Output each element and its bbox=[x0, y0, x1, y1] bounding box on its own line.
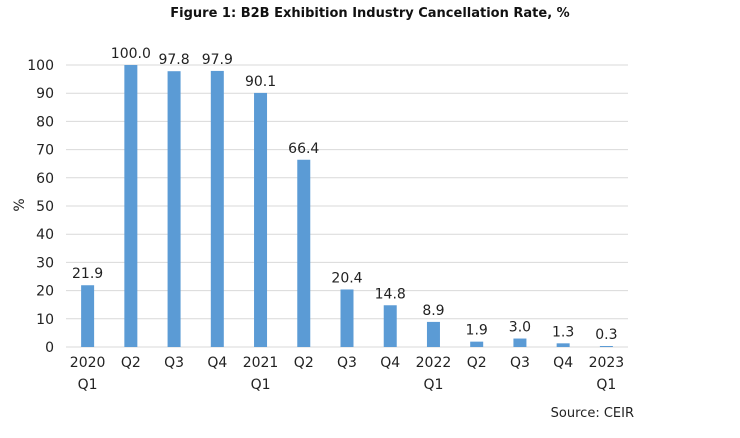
bar bbox=[556, 343, 570, 347]
bar bbox=[513, 338, 527, 347]
data-label: 97.9 bbox=[202, 52, 233, 68]
y-tick-label: 10 bbox=[36, 312, 54, 328]
x-tick-sublabel: Q1 bbox=[251, 377, 271, 393]
x-tick-sublabel: Q1 bbox=[596, 377, 616, 393]
x-tick-label: 2022 bbox=[416, 355, 452, 371]
y-tick-label: 100 bbox=[27, 58, 54, 74]
bar bbox=[426, 321, 440, 347]
data-label: 90.1 bbox=[245, 74, 276, 90]
y-tick-label: 70 bbox=[36, 143, 54, 159]
data-label: 3.0 bbox=[509, 320, 531, 336]
x-tick-sublabel: Q1 bbox=[423, 377, 443, 393]
y-tick-label: 50 bbox=[36, 199, 54, 215]
source-note: Source: CEIR bbox=[550, 406, 634, 421]
bar bbox=[340, 289, 354, 347]
x-tick-label: 2020 bbox=[70, 355, 106, 371]
x-tick-label: Q4 bbox=[380, 355, 400, 371]
x-tick-label: Q3 bbox=[337, 355, 357, 371]
x-tick-label: Q2 bbox=[467, 355, 487, 371]
bar bbox=[81, 285, 95, 347]
bar bbox=[124, 65, 138, 347]
y-tick-label: 30 bbox=[36, 255, 54, 271]
x-tick-label: Q4 bbox=[207, 355, 227, 371]
data-label: 66.4 bbox=[288, 141, 319, 157]
chart-title: Figure 1: B2B Exhibition Industry Cancel… bbox=[170, 6, 570, 21]
x-tick-label: Q2 bbox=[294, 355, 314, 371]
bars bbox=[81, 65, 613, 347]
data-label: 0.3 bbox=[595, 327, 617, 343]
x-tick-label: 2023 bbox=[589, 355, 625, 371]
bar bbox=[470, 341, 484, 347]
data-label: 100.0 bbox=[111, 46, 151, 62]
data-labels: 21.9 100.0 97.8 97.9 90.1 66.4 20.4 14.8 8.9 1.9 3… bbox=[72, 46, 617, 343]
y-tick-label: 80 bbox=[36, 114, 54, 130]
y-tick-label: 90 bbox=[36, 86, 54, 102]
y-axis-ticks: 0 10 20 30 40 50 60 70 80 90 100 bbox=[27, 58, 54, 356]
bar bbox=[297, 159, 311, 347]
data-label: 21.9 bbox=[72, 266, 103, 282]
x-tick-label: 2021 bbox=[243, 355, 279, 371]
bar bbox=[599, 346, 613, 347]
x-tick-label: Q3 bbox=[510, 355, 530, 371]
bar bbox=[383, 305, 397, 347]
y-tick-label: 20 bbox=[36, 284, 54, 300]
y-tick-label: 0 bbox=[45, 340, 54, 356]
data-label: 1.3 bbox=[552, 324, 574, 340]
x-tick-label: Q3 bbox=[164, 355, 184, 371]
x-tick-label: Q2 bbox=[121, 355, 141, 371]
x-tick-sublabel: Q1 bbox=[78, 377, 98, 393]
bar bbox=[210, 70, 224, 347]
bar bbox=[167, 71, 181, 347]
data-label: 14.8 bbox=[375, 286, 406, 302]
x-tick-label: Q4 bbox=[553, 355, 573, 371]
data-label: 1.9 bbox=[466, 323, 488, 339]
data-label: 8.9 bbox=[422, 303, 444, 319]
y-tick-label: 60 bbox=[36, 171, 54, 187]
bar bbox=[254, 92, 268, 347]
data-label: 20.4 bbox=[331, 270, 362, 286]
y-tick-label: 40 bbox=[36, 227, 54, 243]
data-label: 97.8 bbox=[158, 52, 189, 68]
x-axis-ticks: 2020 Q1 Q2 Q3 Q4 2021 Q1 Q2 Q3 Q4 2022 Q1 Q2 Q3 Q4 2023… bbox=[70, 355, 624, 393]
y-axis-label: % bbox=[12, 198, 28, 211]
